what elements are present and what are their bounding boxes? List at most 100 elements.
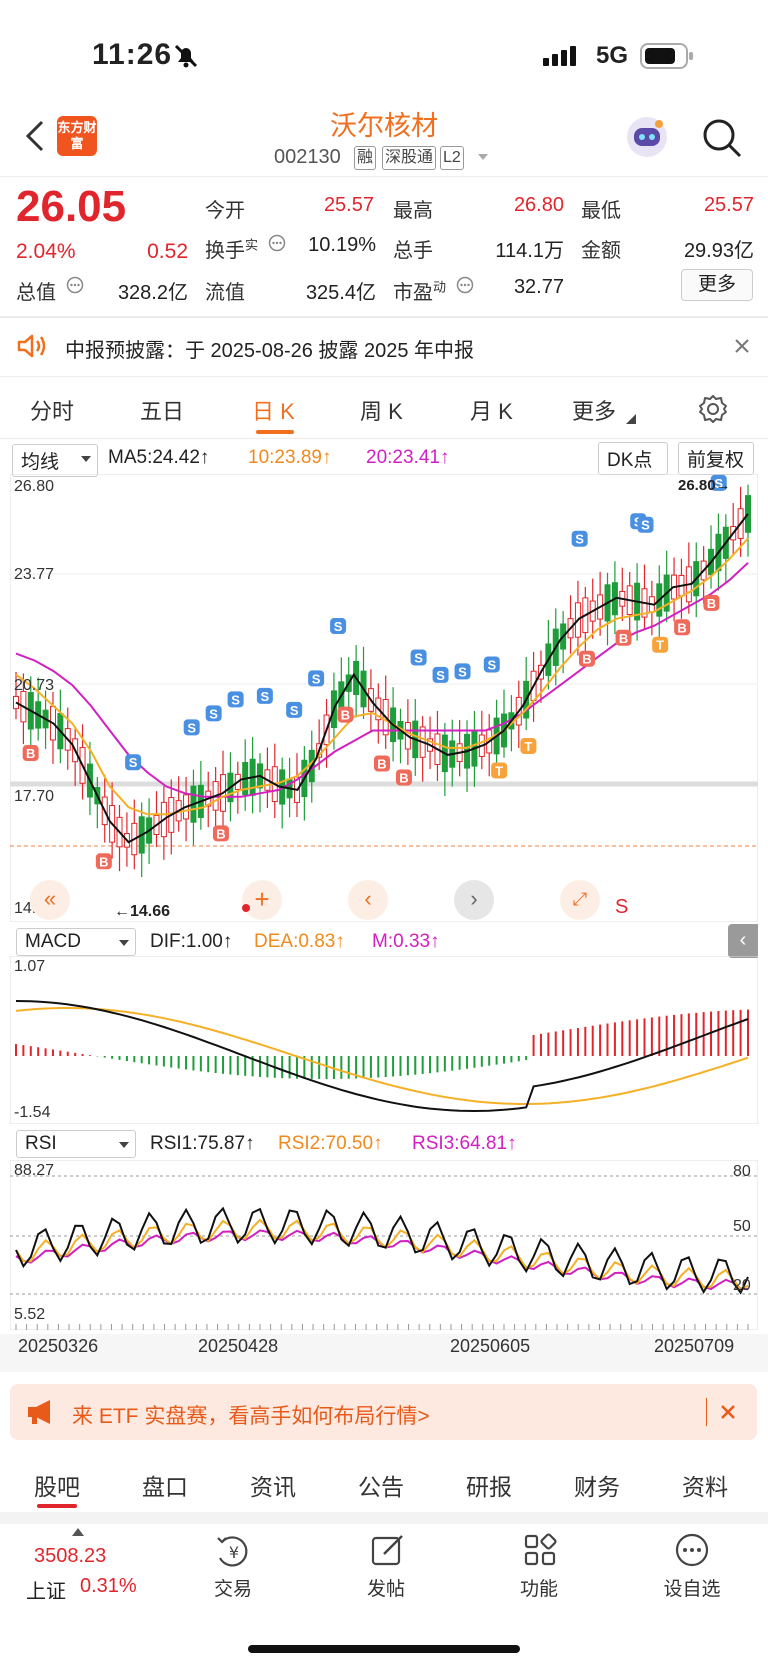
mktcap-value: 328.2亿 [117,282,188,304]
bell-muted-icon [174,44,198,68]
signal-marker-label: B [677,620,686,635]
ma10-series-line [15,537,749,816]
next-button[interactable]: › [454,880,494,920]
adjust-button[interactable]: 前复权 [678,442,754,475]
settings-icon[interactable] [698,394,728,424]
rsi-y-top: 88.27 [14,1162,55,1179]
signal-marker-s [183,719,200,736]
rsi-level-20: 20 [733,1277,751,1294]
post-edit-icon[interactable] [370,1532,406,1568]
tab-intraday[interactable]: 分时 [30,399,75,424]
tab-daily-k[interactable]: 日 K [252,399,295,424]
back-arrow-icon[interactable] [22,118,46,154]
etf-banner[interactable] [10,1384,757,1440]
search-icon[interactable] [700,116,744,160]
y-label-3: 20.73 [14,677,55,694]
etf-banner-text[interactable]: 来 ETF 实盘赛，看高手如何布局行情> [72,1405,430,1428]
low-label: 最低 [581,200,621,222]
macd-select[interactable]: MACD [16,928,136,956]
rsi3-legend: RSI3:64.81↑ [412,1133,517,1154]
signal-marker-t [491,762,508,779]
tab-weekly-k[interactable]: 周 K [360,399,403,424]
function-grid-icon[interactable] [522,1532,558,1568]
signal-marker-b [337,706,354,723]
signal-marker-label: T [495,763,503,778]
rsi-y-bottom: 5.52 [14,1306,46,1323]
signal-marker-label: B [377,756,386,771]
notice-text[interactable]: 中报预披露：于 2025-08-26 披露 2025 年中报 [65,340,475,362]
tab-order-book[interactable]: 盘口 [142,1474,188,1500]
signal-marker-s [483,656,500,673]
change-percent: 2.04% [16,240,76,263]
signal-marker-b [578,650,595,667]
megaphone-icon [28,1400,50,1424]
signal-marker-label: S [458,664,467,679]
tab-forum[interactable]: 股吧 [34,1474,80,1500]
fullscreen-button[interactable]: ⤢ [560,880,600,920]
rsi-select[interactable]: RSI [16,1130,136,1158]
network-label: 5G [596,42,629,69]
macd-chart[interactable] [10,956,758,1124]
y-label-2: 23.77 [14,566,55,583]
tab-monthly-k[interactable]: 月 K [470,399,513,424]
corner-triangle-icon [626,414,636,424]
more-button[interactable]: 更多 [681,269,753,301]
signal-marker-b [615,629,632,646]
signal-marker-label: T [656,638,664,653]
close-icon[interactable] [734,338,750,354]
add-watchlist-icon[interactable] [674,1532,710,1568]
signal-marker-t [520,738,537,755]
app-logo: 东方财富 [57,116,97,156]
current-price: 26.05 [16,182,127,231]
index-name[interactable]: 上证 [26,1581,66,1603]
tab-research[interactable]: 研报 [466,1474,512,1500]
function-label[interactable]: 功能 [519,1579,558,1600]
tab-news[interactable]: 资讯 [250,1474,296,1500]
tab-profile[interactable]: 资料 [682,1474,728,1500]
signal-marker-s [410,649,427,666]
info-dots-icon[interactable] [268,234,286,252]
close-icon[interactable] [720,1404,736,1420]
collapse-panel-button[interactable]: ‹ [728,924,758,958]
tag-l2: L2 [440,146,464,170]
tab-finance[interactable]: 财务 [574,1474,620,1500]
index-value[interactable]: 3508.23 [34,1545,107,1567]
prev-button[interactable]: ‹ [348,880,388,920]
robot-assistant-icon[interactable] [624,114,670,160]
kline-chart[interactable]: BBSSSSSSSSSSSSSSSSBBBBTTBBTBB [10,474,758,922]
up-triangle-icon [72,1528,84,1536]
signal-marker-label: S [231,692,240,707]
index-change[interactable]: 0.31% [80,1575,137,1597]
ma20-legend: 20:23.41↑ [366,447,450,468]
tab-more[interactable]: 更多 [572,399,617,424]
volume-value: 114.1万 [495,240,564,262]
signal-marker-label: B [99,854,108,869]
zoom-in-button[interactable]: + [242,880,282,920]
tab-five-day[interactable]: 五日 [140,399,185,424]
tag-margin: 融 [354,146,377,170]
info-dots-icon[interactable] [456,276,474,294]
svg-text:¥: ¥ [229,1543,239,1562]
post-label[interactable]: 发帖 [366,1579,405,1600]
speaker-icon [17,334,46,358]
watchlist-label[interactable]: 设自选 [663,1579,721,1600]
signal-marker-label: S [714,476,723,491]
rsi-chart[interactable] [10,1160,758,1330]
info-dots-icon[interactable] [66,276,84,294]
signal-marker-s [286,701,303,718]
red-dot-indicator [242,904,250,912]
trade-label[interactable]: 交易 [213,1579,252,1600]
trade-yen-icon[interactable]: ¥ [214,1534,254,1570]
rewind-button[interactable]: « [30,880,70,920]
dea-series-line [15,1007,749,1105]
amount-value: 29.93亿 [683,240,754,262]
turnover-value: 10.19% [308,234,376,256]
signal-marker-s [432,666,449,683]
change-amount: 0.52 [147,240,188,263]
dk-point-button[interactable]: DK点 [598,442,668,475]
signal-marker-s [125,754,142,771]
stock-name[interactable]: 沃尔核材 [330,111,438,141]
tab-announcements[interactable]: 公告 [358,1474,404,1500]
indicator-select[interactable]: 均线 [12,444,98,477]
dropdown-triangle-icon[interactable] [476,150,490,164]
